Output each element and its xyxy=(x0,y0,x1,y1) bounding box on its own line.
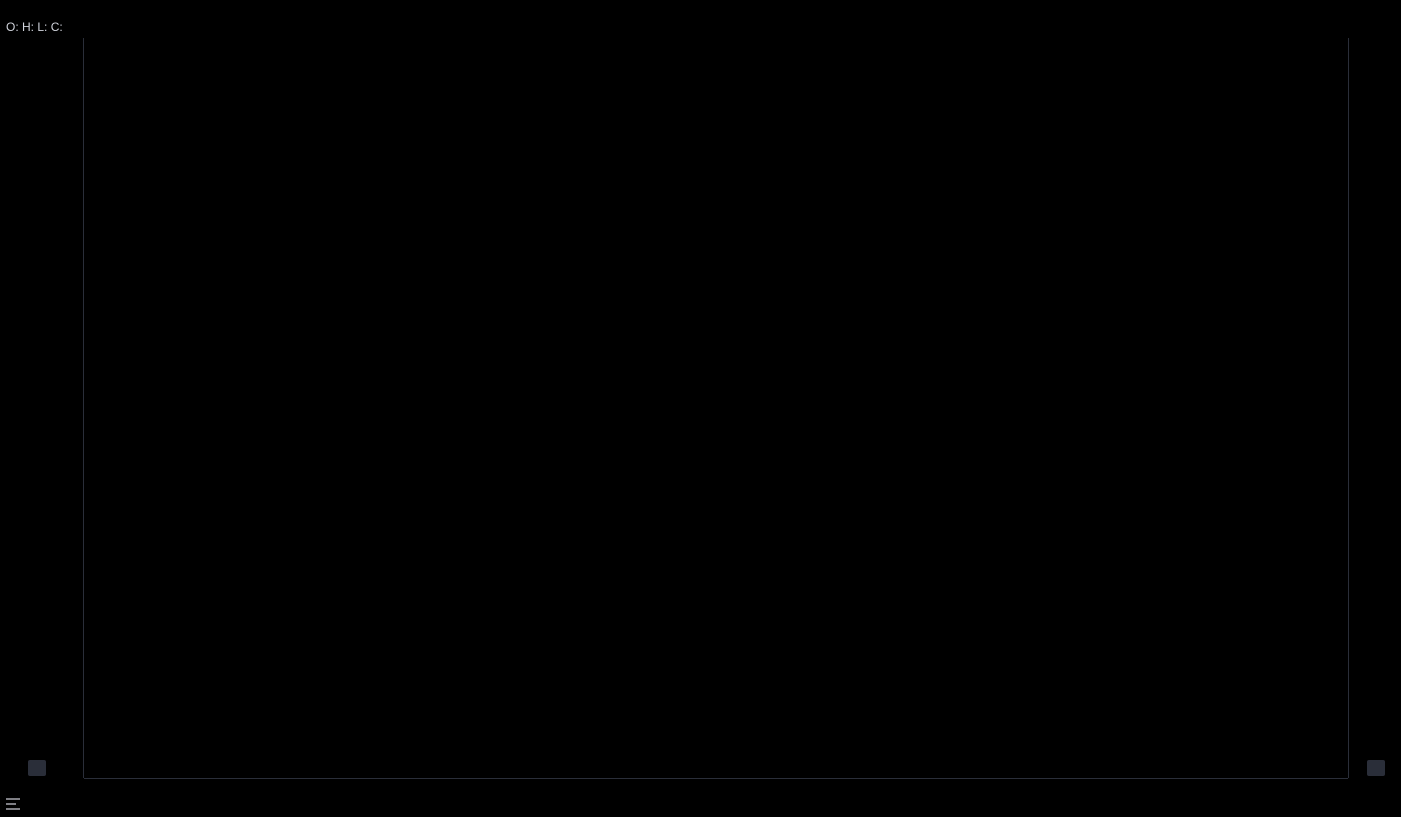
ohlc-o-label: O: xyxy=(6,20,19,34)
right-axis[interactable] xyxy=(1348,38,1401,778)
ohlc-c-label: C: xyxy=(51,20,63,34)
ohlc-l-label: L: xyxy=(37,20,47,34)
left-axis[interactable] xyxy=(0,38,84,778)
ohlc-h-label: H: xyxy=(22,20,34,34)
menu-lines-icon[interactable] xyxy=(6,797,22,813)
right-axis-badge[interactable] xyxy=(1367,760,1385,776)
footer xyxy=(6,797,28,813)
header-symbol-ohlc: O: H: L: C: xyxy=(6,20,63,34)
bottom-axis[interactable] xyxy=(84,778,1348,800)
left-axis-badge[interactable] xyxy=(28,760,46,776)
chart-area[interactable] xyxy=(0,38,1401,778)
chart-svg xyxy=(84,38,1348,778)
plot-area[interactable] xyxy=(84,38,1348,778)
